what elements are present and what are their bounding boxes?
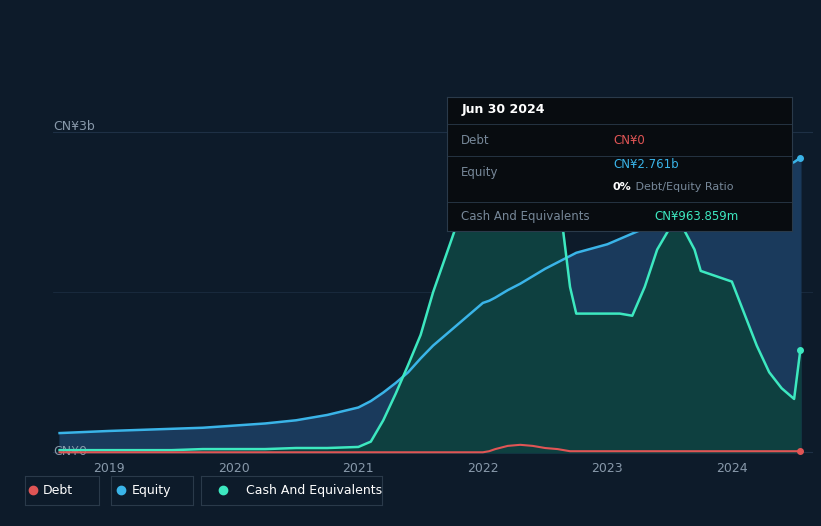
Text: Jun 30 2024: Jun 30 2024 (461, 103, 545, 116)
Text: CN¥963.859m: CN¥963.859m (654, 210, 739, 223)
Text: 0%: 0% (613, 182, 631, 192)
Text: CN¥0: CN¥0 (613, 134, 644, 147)
Text: Cash And Equivalents: Cash And Equivalents (246, 484, 383, 497)
Text: CN¥0: CN¥0 (53, 444, 87, 458)
Text: Equity: Equity (131, 484, 171, 497)
Text: Debt/Equity Ratio: Debt/Equity Ratio (632, 182, 733, 192)
Text: Debt: Debt (44, 484, 73, 497)
Text: CN¥3b: CN¥3b (53, 120, 95, 133)
Text: Debt: Debt (461, 134, 490, 147)
Text: CN¥2.761b: CN¥2.761b (613, 158, 679, 171)
Text: Equity: Equity (461, 166, 498, 179)
Text: Cash And Equivalents: Cash And Equivalents (461, 210, 589, 223)
